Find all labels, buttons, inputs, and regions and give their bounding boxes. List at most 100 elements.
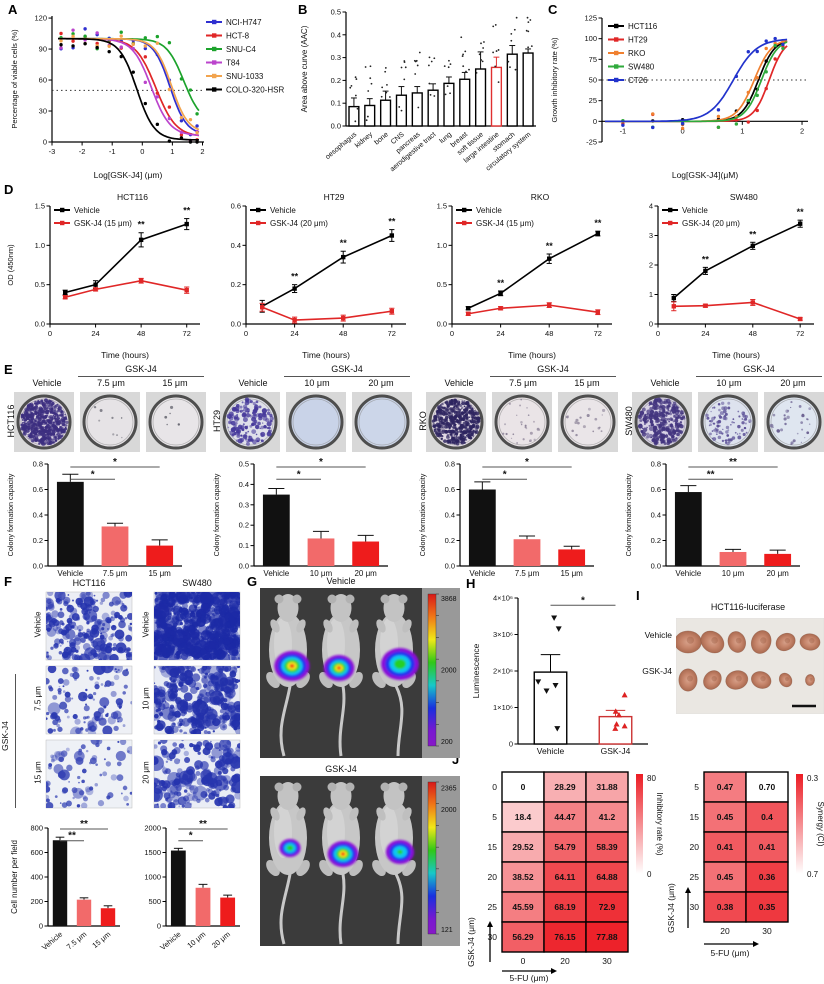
svg-text:25: 25 (690, 872, 700, 882)
mice-image-svg: 3868 2000 200 (260, 588, 460, 758)
svg-text:-25: -25 (586, 138, 597, 147)
H-svg: 0 1×10⁶ 2×10⁶ 3×10⁶ 4×10⁶ Luminescence Vehicle… (471, 594, 648, 756)
svg-text:kidney: kidney (354, 131, 374, 150)
svg-text:1: 1 (649, 290, 653, 299)
svg-text:20 μm: 20 μm (766, 569, 789, 578)
luminescence-bar-chart: 0 1×10⁶ 2×10⁶ 3×10⁶ 4×10⁶ Luminescence Vehicle… (468, 582, 658, 768)
migration-panel: HCT116 SW480 Vehicle 7.5 μm 15 μm Vehicl… (0, 578, 244, 978)
tumor-row-label: GSK-J4 (642, 666, 672, 676)
svg-text:CT26: CT26 (628, 76, 648, 85)
svg-text:**: ** (291, 272, 299, 282)
svg-text:100: 100 (584, 34, 597, 43)
svg-text:Time (hours): Time (hours) (712, 350, 760, 360)
svg-text:15 μm: 15 μm (90, 930, 112, 950)
svg-text:0.4: 0.4 (651, 511, 661, 520)
svg-text:20: 20 (720, 926, 730, 936)
svg-text:1000: 1000 (144, 873, 161, 882)
svg-text:29.52: 29.52 (512, 842, 534, 852)
svg-text:400: 400 (30, 873, 43, 882)
svg-text:oesophagus: oesophagus (324, 131, 358, 161)
panel-d-label: D (4, 182, 14, 197)
colony-well-images (14, 390, 206, 454)
svg-text:2×10⁶: 2×10⁶ (493, 667, 513, 676)
treatment-bracket-line (15, 674, 16, 808)
J1-svg: 0 28.29 31.88 0 18.4 44.47 41.2 5 29.52 54.79 58.3… (466, 771, 664, 983)
svg-text:0: 0 (492, 782, 497, 792)
svg-text:0.70: 0.70 (759, 782, 776, 792)
svg-text:20 μm: 20 μm (354, 569, 377, 578)
svg-text:68.19: 68.19 (554, 902, 576, 912)
svg-text:24: 24 (701, 329, 709, 338)
svg-text:20: 20 (488, 872, 498, 882)
svg-text:200: 200 (441, 739, 453, 746)
tumor-photo-panel: HCT116-luciferase Vehicle GSK-J4 (632, 590, 824, 722)
svg-text:0.0: 0.0 (33, 562, 43, 571)
svg-text:30: 30 (488, 932, 498, 942)
mice-image-vehicle: 3868 2000 200 (260, 588, 460, 758)
svg-text:*: * (189, 831, 193, 842)
svg-text:Vehicle: Vehicle (469, 569, 495, 578)
svg-text:72: 72 (183, 329, 191, 338)
svg-text:25: 25 (589, 96, 597, 105)
proliferation-chart-hct116: 0.0 0.5 1.0 1.5 0 24 48 72 Time (hours) OD (450nm… (2, 186, 208, 362)
svg-text:0.5: 0.5 (331, 8, 341, 17)
svg-text:**: ** (707, 469, 715, 480)
panel-a-label: A (8, 2, 18, 17)
tumor-row-label: Vehicle (644, 630, 672, 640)
svg-text:25: 25 (488, 902, 498, 912)
svg-text:20: 20 (560, 956, 570, 966)
svg-text:0.0: 0.0 (331, 122, 341, 131)
svg-text:*: * (91, 469, 95, 480)
svg-text:**: ** (80, 819, 88, 830)
svg-text:0: 0 (140, 147, 144, 156)
svg-text:0.45: 0.45 (717, 812, 734, 822)
svg-text:2000: 2000 (144, 824, 161, 833)
synergy-heatmap: 0.47 0.70 5 0.45 0.4 15 0.41 0.41 20 0.45 0.36 25 0.… (666, 758, 824, 984)
svg-text:**: ** (702, 254, 710, 264)
well-column-label: Vehicle (32, 378, 62, 388)
svg-text:0.0: 0.0 (437, 320, 447, 329)
svg-text:5-FU (μm): 5-FU (μm) (711, 948, 750, 958)
svg-text:72: 72 (388, 329, 396, 338)
D4-svg: 0 1 2 3 4 0 24 48 72 Time (hours) SW480 Vehicle GSK-… (649, 192, 814, 360)
svg-text:**: ** (68, 831, 76, 842)
svg-text:Vehicle: Vehicle (263, 569, 289, 578)
treatment-header: GSK-J4 (537, 364, 569, 374)
well-column-label: 15 μm (162, 378, 188, 388)
svg-text:64.88: 64.88 (596, 872, 618, 882)
well-column-label: 7.5 μm (97, 378, 125, 388)
svg-text:0.1: 0.1 (331, 99, 341, 108)
C-svg: -25 0 25 50 75 100 125 -1 0 1 2 Log[GSK-J4](μM) Grow… (550, 14, 808, 180)
svg-text:GSK-J4 (20 μm): GSK-J4 (20 μm) (682, 219, 740, 228)
svg-text:24: 24 (290, 329, 298, 338)
svg-text:7.5 μm: 7.5 μm (65, 930, 88, 952)
svg-text:0.4: 0.4 (331, 30, 341, 39)
svg-text:Vehicle: Vehicle (158, 930, 182, 952)
svg-text:0.3: 0.3 (331, 53, 341, 62)
svg-text:OD (450nm): OD (450nm) (6, 244, 15, 286)
svg-text:**: ** (729, 457, 737, 468)
svg-text:0.8: 0.8 (651, 460, 661, 469)
svg-text:120: 120 (34, 14, 47, 23)
B-svg: 0.0 0.1 0.2 0.3 0.4 0.5 Area above curve (AAC)… (300, 8, 536, 173)
svg-text:SW480: SW480 (628, 63, 655, 72)
svg-text:NCI-H747: NCI-H747 (226, 18, 262, 27)
svg-text:1.5: 1.5 (35, 202, 45, 211)
svg-text:4×10⁶: 4×10⁶ (493, 594, 513, 603)
svg-text:Log[GSK-J4] (μm): Log[GSK-J4] (μm) (94, 170, 163, 180)
svg-text:50: 50 (589, 76, 597, 85)
colony-group-rko: GSK-J4 Vehicle 7.5 μm 15 μm RKO 0.0 0.2 0.… (414, 364, 618, 580)
svg-text:Vehicle: Vehicle (675, 569, 701, 578)
svg-text:0: 0 (681, 126, 685, 135)
svg-text:0.2: 0.2 (33, 536, 43, 545)
proliferation-chart-ht29: 0.0 0.2 0.4 0.6 0 24 48 72 Time (hours) HT29 Vehic… (208, 186, 414, 362)
svg-text:200: 200 (30, 897, 43, 906)
svg-text:800: 800 (30, 824, 43, 833)
svg-text:0.5: 0.5 (35, 280, 45, 289)
svg-text:GSK-J4: GSK-J4 (601, 746, 631, 756)
svg-text:**: ** (183, 206, 191, 216)
svg-text:20: 20 (690, 842, 700, 852)
svg-text:bone: bone (373, 131, 390, 146)
panel-e-label: E (4, 362, 13, 377)
